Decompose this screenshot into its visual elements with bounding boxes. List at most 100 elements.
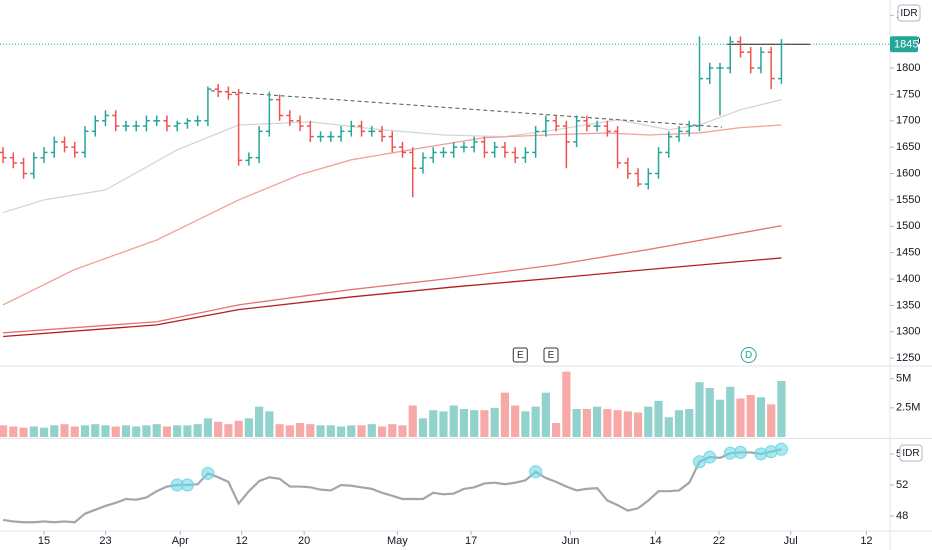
y-tick-label: 52 <box>896 479 908 491</box>
volume-bar <box>0 425 8 437</box>
volume-bar <box>173 425 182 437</box>
volume-bar <box>562 371 571 437</box>
volume-bar <box>70 426 79 437</box>
volume-bar <box>654 400 663 437</box>
volume-bar <box>388 424 397 437</box>
y-tick-label: 1750 <box>896 88 920 100</box>
volume-bar <box>674 410 684 437</box>
volume-bar <box>306 424 315 437</box>
event-badge <box>543 347 559 363</box>
volume-bar <box>377 426 387 437</box>
y-tick-label: 1650 <box>896 141 920 153</box>
volume-bar <box>357 425 366 437</box>
y-tick-label: 5M <box>896 373 911 385</box>
x-tick-label: 20 <box>298 535 310 547</box>
volume-bar <box>726 386 735 437</box>
volume-bar <box>613 410 622 437</box>
volume-bar <box>623 411 632 437</box>
volume-bar <box>132 426 141 437</box>
volume-bar <box>603 409 612 437</box>
volume-bar <box>695 382 704 437</box>
last-price-badge <box>890 36 918 53</box>
volume-bar <box>152 424 161 437</box>
x-tick-label: 23 <box>99 535 111 547</box>
volume-bar <box>490 407 499 437</box>
volume-bar <box>777 381 786 437</box>
volume-bar <box>203 418 213 437</box>
volume-bar <box>511 405 520 437</box>
volume-bar <box>500 392 510 437</box>
volume-bar <box>418 418 428 437</box>
currency-label: IDR <box>902 448 919 459</box>
trendline <box>210 90 723 128</box>
moving-average <box>3 257 782 338</box>
signal-marker <box>529 465 543 479</box>
signal-marker <box>201 466 215 480</box>
volume-bar <box>244 418 253 437</box>
x-tick-label: May <box>387 535 408 547</box>
volume-bar <box>275 424 284 437</box>
volume-bar <box>214 421 223 437</box>
volume-bar <box>633 412 643 437</box>
volume-bar <box>408 405 417 437</box>
indicator-line <box>2 448 782 524</box>
x-tick-label: 12 <box>236 535 248 547</box>
volume-bar <box>255 406 264 437</box>
volume-bar <box>449 405 458 437</box>
x-tick-label: Apr <box>172 535 189 547</box>
volume-bar <box>265 411 274 437</box>
event-label: D <box>745 350 752 361</box>
x-tick-label: 22 <box>713 535 725 547</box>
x-tick-label: 15 <box>38 535 50 547</box>
volume-bar <box>101 425 110 437</box>
last-price-label: 1845 <box>894 39 918 51</box>
currency-label: IDR <box>900 8 917 19</box>
volume-bar <box>234 420 243 437</box>
volume-bar <box>531 406 540 437</box>
volume-bar <box>121 425 131 437</box>
volume-bar <box>705 388 714 437</box>
volume-bar <box>459 409 469 437</box>
y-tick-label: 1800 <box>896 62 920 74</box>
volume-bar <box>572 409 581 437</box>
volume-bar <box>521 411 530 437</box>
volume-bar <box>582 409 591 437</box>
x-tick-label: Jun <box>562 535 580 547</box>
event-badge <box>512 347 528 363</box>
volume-bar <box>111 426 120 437</box>
moving-average <box>3 225 782 334</box>
y-tick-label: 48 <box>896 510 908 522</box>
y-tick-label: 1500 <box>896 220 920 232</box>
volume-bar <box>162 426 172 437</box>
volume-bar <box>224 424 233 437</box>
volume-bar <box>367 424 376 437</box>
y-tick-label: 1450 <box>896 247 920 259</box>
volume-bar <box>439 411 448 437</box>
volume-bar <box>29 426 38 437</box>
volume-bar <box>285 425 294 437</box>
volume-bar <box>552 423 561 437</box>
currency-badge <box>899 444 923 462</box>
volume-bar <box>80 425 90 437</box>
volume-bar <box>429 410 438 437</box>
y-tick-label: 1300 <box>896 326 920 338</box>
volume-bar <box>193 424 202 437</box>
volume-bar <box>142 425 151 437</box>
volume-bar <box>470 410 479 437</box>
moving-average <box>2 99 782 214</box>
volume-bar <box>336 426 346 437</box>
y-tick-label: 1350 <box>896 299 920 311</box>
y-tick-label: 1400 <box>896 273 920 285</box>
y-tick-label: 1250 <box>896 352 920 364</box>
signal-marker <box>733 445 747 459</box>
volume-bar <box>19 427 28 437</box>
volume-bar <box>295 423 305 437</box>
x-tick-label: Jul <box>784 535 798 547</box>
currency-badge <box>897 4 921 22</box>
event-label: E <box>548 350 555 361</box>
volume-bar <box>767 404 776 437</box>
y-tick-label: 1600 <box>896 167 920 179</box>
volume-bar <box>664 417 673 437</box>
x-tick-label: 12 <box>860 535 872 547</box>
